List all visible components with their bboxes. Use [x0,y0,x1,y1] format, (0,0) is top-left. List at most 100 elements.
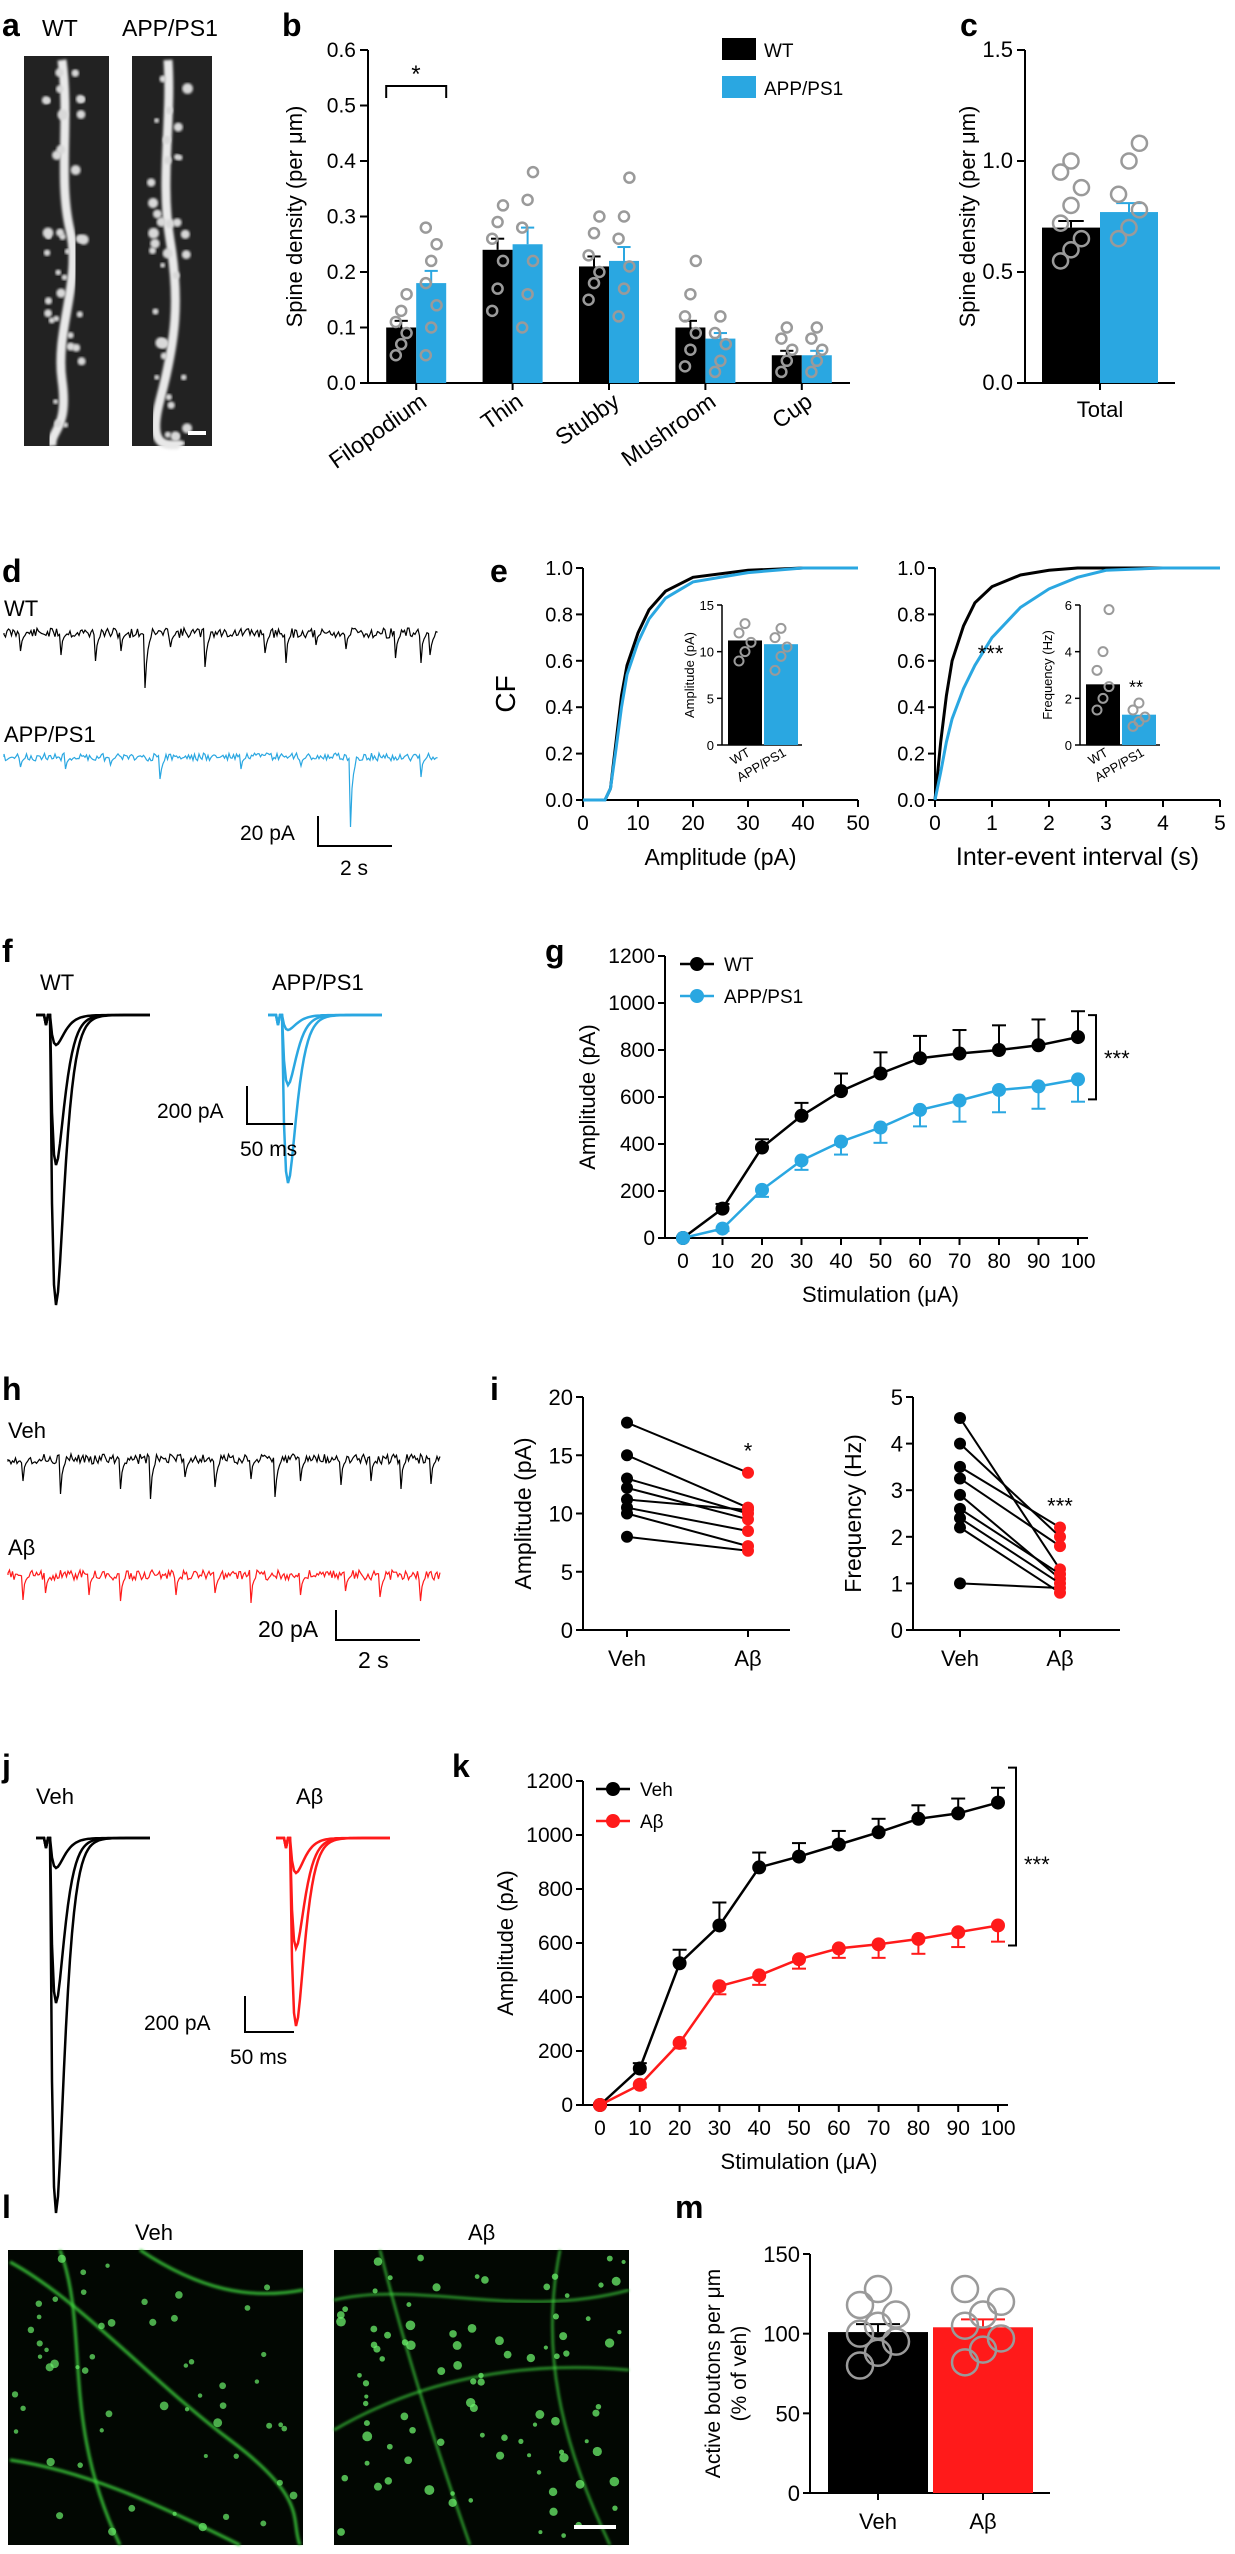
bouton [538,2530,543,2535]
b-WT-data-point [496,254,510,268]
y-tick-label: 0.2 [545,744,573,766]
veh-point [954,1488,966,1501]
inset-y-tick-label: 15 [700,598,714,613]
data-point [952,1093,967,1108]
bouton [175,2291,183,2299]
bouton [364,2460,370,2466]
y-axis-label: Active boutons per μm [702,2269,725,2478]
c-APP/PS1-data-point [1109,229,1128,248]
bouton [535,2410,545,2419]
data-point [911,1811,926,1826]
spine [55,85,64,94]
spine [44,309,53,318]
bouton [551,2273,559,2280]
inset-significance-star: ** [1129,678,1143,698]
bouton [585,2316,591,2322]
legend-label: APP/PS1 [764,79,843,100]
x-tick-label: 0 [677,1250,689,1273]
b-APP/PS1-data-point [810,321,824,334]
scale-bar-d [317,816,392,847]
bouton [50,2359,59,2369]
panel-j: Veh Aβ 200 pA 50 ms [36,1784,390,2214]
data-point [672,1956,687,1971]
veh-point [954,1502,966,1515]
spine [176,154,183,161]
x-tick-label: Stubby [550,388,624,451]
cf-line-WT [933,566,1220,801]
inset-data-point [1133,697,1145,709]
dendrite-wt [47,59,78,447]
m-Veh-data-point [845,2290,875,2320]
m-Veh-data-point [863,2274,893,2304]
legend-label: WT [764,41,794,62]
inset-bar [1122,714,1156,745]
inset-data-point [733,655,745,667]
bouton [36,2314,42,2320]
bouton [481,2276,489,2284]
bouton [437,2367,446,2376]
y-tick-label: 0.8 [897,604,925,626]
b-WT-data-point [491,215,504,229]
bouton [379,2356,385,2362]
evoked-trace [36,1013,150,1306]
bouton [266,2422,273,2429]
significance-bracket [1088,1014,1097,1101]
axon [9,2458,241,2547]
bouton [27,2326,35,2334]
bouton [183,2363,189,2368]
inset-y-axis-label: Frequency (Hz) [1040,630,1055,720]
y-tick-label: 3 [891,1478,903,1503]
b-APP/PS1-data-point [419,349,433,362]
bouton [536,2470,542,2475]
bouton [357,2372,362,2378]
significance-star: * [411,61,420,88]
y-tick-label: 0.6 [327,39,356,62]
bouton [128,2504,136,2512]
spine [162,248,173,259]
legend-swatch [722,76,756,98]
bouton [575,2479,585,2489]
x-tick-label: Veh [859,2509,897,2534]
y-tick-label: 0.0 [327,372,356,395]
y-tick-label: 0.2 [897,744,925,766]
bouton [159,2401,169,2411]
chart-c-total-spines: 0.0 0.5 1.0 1.5 Spine density (per μm) Total [955,37,1175,422]
bouton [141,2298,148,2306]
bouton [170,2314,178,2322]
data-point [992,1082,1006,1097]
spine [160,262,166,268]
spine [152,209,162,219]
bouton [362,2431,373,2442]
bouton [99,2428,104,2433]
spine [71,69,80,77]
bouton [219,2382,227,2390]
bouton [548,2487,558,2497]
y-tick-label: 0 [561,2094,573,2117]
ab-point [1054,1568,1066,1581]
x-tick-label: 50 [787,2117,810,2140]
data-point [992,1043,1006,1057]
panel-label-l: l [2,2189,11,2225]
data-point [871,1937,886,1952]
data-point [632,2077,647,2092]
trace-label-ab: Aβ [8,1535,35,1560]
legend-marker [606,1814,620,1828]
y-axis-label-unit: (% of veh) [728,2326,751,2422]
axon [139,2248,304,2296]
trace-ab [7,1568,441,1604]
b-WT-data-point [775,365,788,379]
b-APP/PS1-data-point [419,221,433,234]
data-point [952,1046,967,1061]
b-APP/PS1-data-point [521,193,534,207]
c-APP/PS1-data-point [1130,201,1149,219]
b-WT-data-point [678,310,692,323]
bouton [11,2391,19,2398]
scale-x-j: 50 ms [230,2046,287,2069]
trace-app [3,751,438,828]
y-tick-label: 50 [776,2401,800,2426]
spine [148,227,160,239]
x-tick-label: Aβ [734,1646,761,1671]
data-point [873,1120,888,1135]
y-tick-label: 800 [538,1878,573,1901]
data-point [752,1860,767,1875]
